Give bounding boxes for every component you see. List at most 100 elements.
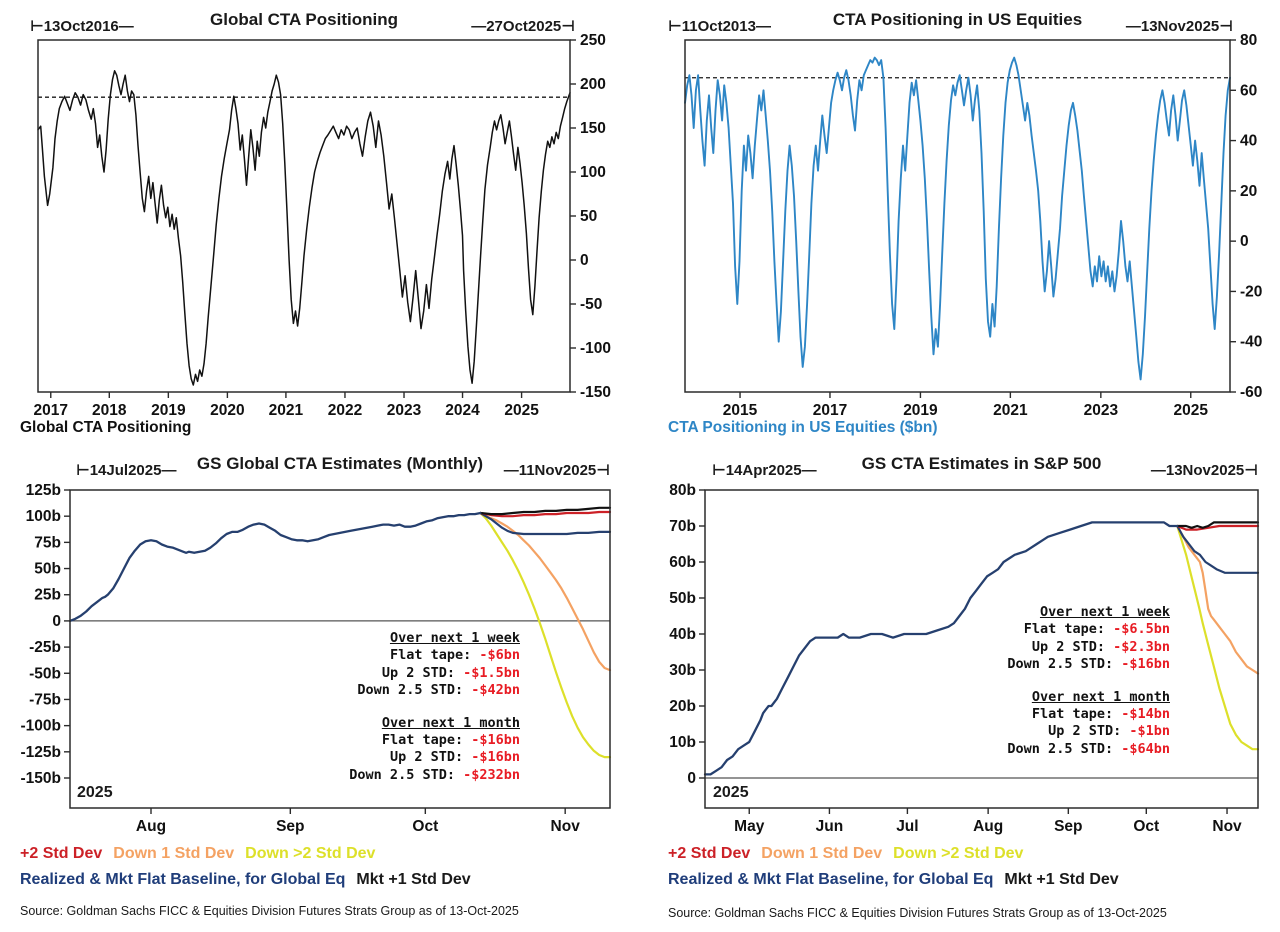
series-mkt-flat-baseline bbox=[1176, 524, 1260, 574]
y-tick-label: 40 bbox=[1240, 133, 1257, 150]
y-tick-label: 60b bbox=[669, 554, 696, 571]
annotation-label: Flat tape: bbox=[381, 732, 472, 749]
x-tick-label: 2017 bbox=[813, 402, 847, 419]
plot-frame bbox=[37, 39, 571, 393]
y-tick-label: -20 bbox=[1240, 283, 1262, 300]
legend-row-std-dev-right: +2 Std Dev Down 1 Std Dev Down >2 Std Dev bbox=[668, 845, 1034, 863]
chart-title-gs-global-estimates: GS Global CTA Estimates (Monthly) bbox=[196, 454, 484, 473]
plot-frame bbox=[69, 489, 611, 809]
annotation-value: -$42bn bbox=[471, 682, 520, 699]
chart-title-gs-sp500-estimates: GS CTA Estimates in S&P 500 bbox=[861, 454, 1102, 473]
y-tick-label: -50b bbox=[29, 665, 61, 682]
legend-row-baseline-right: Realized & Mkt Flat Baseline, for Global… bbox=[668, 871, 1130, 889]
y-tick-label: -100 bbox=[580, 340, 611, 357]
annotation-row: Down 2.5 STD: -$42bn bbox=[300, 682, 520, 699]
annotation-value: -$14bn bbox=[1121, 706, 1170, 723]
date-range-end-us-equities: 13Nov2025 bbox=[1050, 17, 1233, 35]
legend-item: Down 1 Std Dev bbox=[113, 845, 235, 862]
date-range-start-global-cta: 13Oct2016 bbox=[30, 17, 134, 35]
annotation-value: -$1bn bbox=[1129, 723, 1170, 740]
annotation-row: Up 2 STD: -$16bn bbox=[300, 749, 520, 766]
annotation-value: -$16bn bbox=[471, 749, 520, 766]
legend-item: +2 Std Dev bbox=[668, 845, 751, 862]
annotation-label: Up 2 STD: bbox=[389, 749, 472, 766]
x-tick-label: Sep bbox=[276, 818, 304, 835]
y-tick-label: 125b bbox=[26, 482, 61, 499]
forecast-annotations-gs-global: Over next 1 week Flat tape: -$6bn Up 2 STD… bbox=[300, 630, 520, 784]
y-tick-label: 50 bbox=[580, 208, 597, 225]
legend-item: Down >2 Std Dev bbox=[893, 845, 1024, 862]
legend-item: Mkt +1 Std Dev bbox=[1004, 871, 1119, 888]
annotation-row: Down 2.5 STD: -$16bn bbox=[948, 656, 1170, 673]
y-tick-label: 0 bbox=[687, 770, 696, 787]
x-tick-label: Aug bbox=[973, 818, 1003, 835]
forecast-annotations-gs-sp500: Over next 1 week Flat tape: -$6.5bn Up 2 S… bbox=[948, 604, 1170, 758]
chart-title-global-cta: Global CTA Positioning bbox=[210, 10, 398, 29]
series-mkt-1-std-dev bbox=[1176, 521, 1260, 529]
plot-frame bbox=[684, 39, 1231, 393]
date-range-end-global-cta: 27Oct2025 bbox=[395, 17, 575, 35]
legend-item: Realized & Mkt Flat Baseline, for Global… bbox=[20, 871, 346, 888]
date-range-end-gs-sp500: 13Nov2025 bbox=[1072, 461, 1258, 479]
y-tick-label: 150 bbox=[580, 120, 606, 137]
x-tick-label: Jun bbox=[816, 818, 844, 835]
x-tick-label: Nov bbox=[551, 818, 581, 835]
annotation-label: Flat tape: bbox=[1023, 621, 1114, 638]
annotation-value: -$6bn bbox=[479, 647, 520, 664]
annotation-row: Flat tape: -$6.5bn bbox=[948, 621, 1170, 638]
annotation-row: Up 2 STD: -$2.3bn bbox=[948, 639, 1170, 656]
annotation-row: Flat tape: -$6bn bbox=[300, 647, 520, 664]
legend-item: Mkt +1 Std Dev bbox=[356, 871, 471, 888]
chart-title-us-equities: CTA Positioning in US Equities bbox=[832, 10, 1083, 29]
annotation-row: Down 2.5 STD: -$64bn bbox=[948, 741, 1170, 758]
x-tick-label: 2021 bbox=[993, 402, 1028, 419]
x-tick-label: May bbox=[734, 818, 765, 835]
y-tick-label: 70b bbox=[669, 518, 696, 535]
y-tick-label: 25b bbox=[34, 587, 61, 604]
x-tick-label: 2020 bbox=[210, 402, 244, 419]
annotation-label: Flat tape: bbox=[389, 647, 480, 664]
x-tick-label: 2021 bbox=[269, 402, 304, 419]
chart-1: 80 60 40 20 0 -20 -40 -60 2015 2017 2019 2021 2023 20… bbox=[684, 32, 1262, 419]
x-tick-label: 2018 bbox=[92, 402, 127, 419]
annotation-heading: Over next 1 month bbox=[381, 714, 520, 731]
y-tick-label: 0 bbox=[580, 252, 589, 269]
chart-2: 125b 100b 75b 50b 25b 0 -25b -50b -75b -100b -125b… bbox=[21, 482, 612, 835]
annotation-label: Down 2.5 STD: bbox=[357, 682, 472, 699]
x-tick-label: 2022 bbox=[328, 402, 362, 419]
series-cta-positioning-in-us-equities-bn- bbox=[684, 56, 1231, 381]
legend-row-std-dev-left: +2 Std Dev Down 1 Std Dev Down >2 Std Dev bbox=[20, 845, 386, 863]
y-tick-label: 20b bbox=[669, 698, 696, 715]
year-label-gs-sp500: 2025 bbox=[713, 784, 749, 801]
series-realized bbox=[703, 521, 1179, 776]
annotation-heading: Over next 1 week bbox=[1039, 604, 1170, 620]
x-tick-label: 2023 bbox=[387, 402, 422, 419]
x-tick-label: 2019 bbox=[151, 402, 186, 419]
below-label-us-equities: CTA Positioning in US Equities ($bn) bbox=[668, 419, 938, 436]
x-tick-label: Oct bbox=[1133, 818, 1159, 835]
annotation-block: Over next 1 week Flat tape: -$6.5bn Up 2 S… bbox=[948, 604, 1170, 674]
series-realized bbox=[68, 511, 482, 623]
annotation-row: Flat tape: -$14bn bbox=[948, 706, 1170, 723]
y-tick-label: -100b bbox=[21, 718, 62, 735]
y-tick-label: 0 bbox=[1240, 233, 1249, 250]
series-mkt-flat-baseline bbox=[479, 511, 612, 536]
legend-item: +2 Std Dev bbox=[20, 845, 103, 862]
source-note-right: Source: Goldman Sachs FICC & Equities Di… bbox=[668, 906, 1167, 920]
y-tick-label: 80 bbox=[1240, 32, 1257, 49]
annotation-value: -$16bn bbox=[1121, 656, 1170, 673]
x-tick-label: Jul bbox=[896, 818, 918, 835]
y-tick-label: 50b bbox=[669, 590, 696, 607]
annotation-value: -$6.5bn bbox=[1113, 621, 1170, 638]
date-range-end-gs-global: 11Nov2025 bbox=[428, 461, 610, 479]
x-tick-label: Oct bbox=[412, 818, 438, 835]
y-tick-label: 0 bbox=[52, 613, 61, 630]
y-tick-label: -125b bbox=[21, 744, 62, 761]
annotation-label: Up 2 STD: bbox=[1048, 723, 1130, 740]
year-label-gs-global: 2025 bbox=[77, 784, 113, 801]
annotation-value: -$64bn bbox=[1121, 740, 1170, 757]
y-tick-label: 60 bbox=[1240, 82, 1257, 99]
y-tick-label: -150b bbox=[21, 770, 62, 787]
y-tick-label: 40b bbox=[669, 626, 696, 643]
